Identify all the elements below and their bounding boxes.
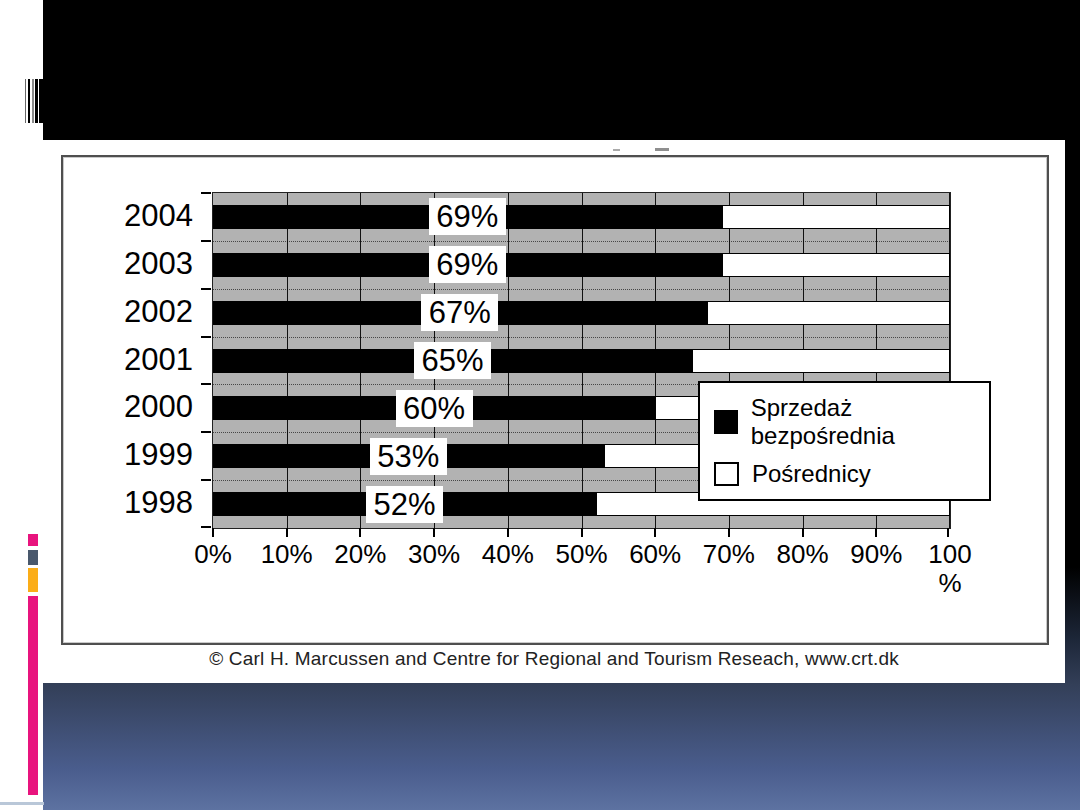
x-axis-label: 50% (555, 540, 607, 569)
x-axis-labels: 0%10%20%30%40%50%60%70%80%90%100 % (212, 540, 951, 602)
x-axis-label: 70% (703, 540, 755, 569)
barcode-stripe (32, 79, 34, 123)
chart-frame: 69%69%67%65%60%53%52% 200420032002200120… (61, 155, 1049, 645)
x-axis-tick (654, 528, 656, 537)
data-label-2002: 67% (421, 294, 498, 331)
x-axis-label: 30% (408, 540, 460, 569)
x-axis-label: 90% (850, 540, 902, 569)
row-separator (213, 241, 950, 242)
y-axis-tick (201, 431, 211, 433)
x-axis-label: 100 % (928, 540, 971, 598)
row-separator (213, 289, 950, 290)
x-axis-tick (212, 528, 214, 537)
y-axis-tick (201, 240, 211, 242)
y-axis-tick (201, 526, 211, 528)
accent-bar-pink (28, 596, 38, 795)
x-axis-tick (875, 528, 877, 537)
y-axis-ticks (201, 192, 212, 529)
accent-square-slate (28, 550, 38, 565)
accent-square-pink (28, 534, 38, 546)
bar-intermediaries-2002 (707, 301, 950, 325)
x-axis-label: 0% (194, 540, 232, 569)
scan-artifact-dash (613, 149, 620, 151)
row-separator (213, 337, 950, 338)
y-axis-label-2002: 2002 (63, 288, 193, 336)
bar-intermediaries-2003 (722, 253, 950, 277)
legend-swatch-white-icon (714, 462, 739, 486)
y-axis-label-1999: 1999 (63, 431, 193, 479)
legend: Sprzedaż bezpośrednia Pośrednicy (698, 381, 991, 501)
barcode-decoration-icon (25, 79, 43, 123)
data-label-2001: 65% (414, 342, 491, 379)
slide: 69%69%67%65%60%53%52% 200420032002200120… (0, 0, 1080, 810)
data-label-2003: 69% (429, 246, 506, 283)
barcode-stripe (25, 79, 26, 123)
data-label-2004: 69% (429, 198, 506, 235)
x-axis-label: 10% (261, 540, 313, 569)
barcode-stripe (39, 79, 43, 123)
x-axis-label: 60% (629, 540, 681, 569)
y-axis-label-2003: 2003 (63, 240, 193, 288)
x-axis-tick (581, 528, 583, 537)
accent-square-orange (28, 568, 38, 592)
copyright-text: © Carl H. Marcussen and Centre for Regio… (43, 648, 1065, 670)
x-axis-tick (433, 528, 435, 537)
y-axis-tick (201, 383, 211, 385)
y-axis-tick (201, 336, 211, 338)
y-axis-label-2004: 2004 (63, 192, 193, 240)
data-label-1998: 52% (366, 486, 443, 523)
x-axis-tick (947, 528, 949, 537)
x-axis-tick (359, 528, 361, 537)
chart-panel: 69%69%67%65%60%53%52% 200420032002200120… (43, 140, 1065, 683)
data-label-2000: 60% (396, 390, 473, 427)
y-axis-tick (201, 192, 211, 194)
legend-label: Pośrednicy (752, 460, 871, 488)
x-axis-label: 40% (482, 540, 534, 569)
barcode-stripe (35, 79, 38, 123)
x-axis-label: 80% (777, 540, 829, 569)
x-axis-tick (802, 528, 804, 537)
bar-intermediaries-2004 (722, 205, 950, 229)
legend-label: Sprzedaż bezpośrednia (751, 394, 989, 450)
y-axis-label-2001: 2001 (63, 336, 193, 384)
x-axis-tick (286, 528, 288, 537)
x-axis-tick (728, 528, 730, 537)
x-axis-ticks (212, 528, 951, 537)
y-axis-label-2000: 2000 (63, 383, 193, 431)
y-axis-tick (201, 479, 211, 481)
x-axis-tick (507, 528, 509, 537)
bar-intermediaries-2001 (692, 349, 950, 373)
y-axis-labels: 2004200320022001200019991998 (63, 192, 193, 527)
data-label-1999: 53% (370, 438, 447, 475)
legend-swatch-black-icon (714, 410, 738, 434)
y-axis-tick (201, 288, 211, 290)
barcode-stripe (28, 79, 30, 123)
scan-artifact-dash (655, 148, 669, 151)
legend-item-direct-sales: Sprzedaż bezpośrednia (714, 394, 989, 450)
legend-item-intermediaries: Pośrednicy (714, 460, 989, 488)
x-axis-label: 20% (334, 540, 386, 569)
accent-line-lightblue (0, 802, 44, 805)
y-axis-label-1998: 1998 (63, 479, 193, 527)
